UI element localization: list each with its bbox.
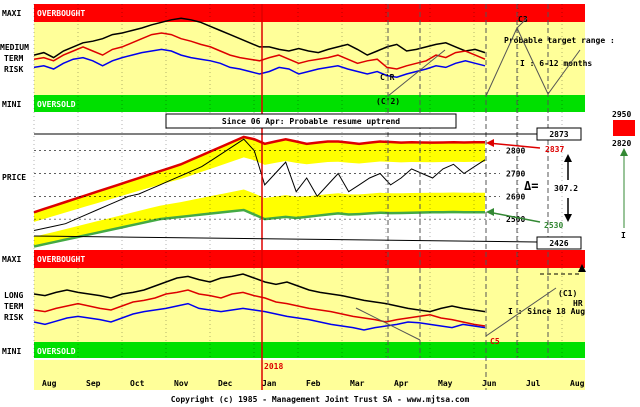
price-target-high: 2950 [612, 110, 631, 119]
month-label-6: Feb [306, 379, 321, 388]
long-maxi-label: MAXI [2, 255, 21, 264]
month-label-3: Nov [174, 379, 189, 388]
price-ytick-0: 2500 [506, 215, 525, 224]
price-green-level: 2530 [544, 221, 563, 230]
medium-oversold-label: OVERSOLD [37, 100, 76, 109]
price-delta-arrowhead-down [564, 214, 572, 222]
price-level-bottom-box [536, 236, 582, 250]
medium-series-group [33, 17, 486, 78]
price-lower-band-line [33, 208, 485, 248]
month-label-8: Apr [394, 379, 409, 388]
price-upper-band-line [33, 135, 485, 214]
month-label-0: Aug [42, 379, 57, 388]
price-target-arrowhead [620, 148, 628, 156]
medium-cycle-c2-top: C'R [380, 73, 395, 82]
month-label-9: May [438, 379, 453, 388]
month-axis: Aug Sep Oct Nov Dec Jan Feb Mar Apr May Jun Jul Aug [33, 4, 585, 388]
cycle-dashed-lines [387, 4, 549, 390]
price-delta-arrowhead-up [564, 154, 572, 162]
medium-mini-label: MINI [2, 100, 21, 109]
medium-label-line3: RISK [4, 65, 23, 74]
medium-blue-series [33, 48, 486, 78]
month-label-12: Aug [570, 379, 585, 388]
price-delta-symbol: Δ= [524, 179, 538, 193]
medium-label-line2: TERM [4, 54, 23, 63]
price-red-arrowhead [486, 139, 494, 147]
medium-target-title: Probable target range : [504, 36, 615, 45]
price-target-low: 2820 [612, 139, 631, 148]
month-label-5: Jan [262, 379, 277, 388]
long-label-line1: LONG [4, 291, 23, 300]
long-oversold-band [34, 342, 585, 358]
year-label: 2018 [264, 362, 283, 371]
month-label-7: Mar [350, 379, 365, 388]
price-note-box [165, 113, 457, 129]
long-label-line3: RISK [4, 313, 23, 322]
long-since-pointer [355, 307, 421, 341]
long-series-group [33, 273, 486, 331]
long-c1-pointer [485, 287, 557, 337]
medium-cycle-c2: (C'2) [376, 97, 400, 106]
price-target-box [613, 120, 635, 136]
copyright-text: Copyright (c) 1985 - Management Joint Tr… [171, 394, 470, 404]
price-ytick-3: 2800 [506, 147, 525, 156]
long-black-series [33, 273, 486, 313]
price-ytick-1: 2600 [506, 192, 525, 201]
medium-overbought-label: OVERBOUGHT [37, 9, 85, 18]
medium-label-line1: MEDIUM [0, 43, 29, 52]
medium-black-series [33, 17, 486, 59]
price-green-arrowhead [486, 208, 494, 216]
price-close-series [33, 138, 486, 231]
medium-maxi-label: MAXI [2, 9, 21, 18]
price-green-arrow [487, 211, 541, 223]
month-label-4: Dec [218, 379, 233, 388]
long-red-series [33, 289, 486, 327]
month-label-1: Sep [86, 379, 101, 388]
long-cycle-hr: HR [573, 299, 583, 308]
month-label-11: Jul [526, 379, 541, 388]
price-red-arrow [487, 142, 541, 149]
long-overbought-label: OVERBOUGHT [37, 255, 85, 264]
price-level-bottom-leader [33, 235, 538, 243]
price-level-bottom: 2426 [549, 239, 568, 248]
medium-oversold-band [34, 95, 585, 112]
month-label-2: Oct [130, 379, 145, 388]
medium-overbought-band [34, 4, 585, 22]
medium-red-series [33, 32, 486, 70]
long-blue-series [33, 302, 486, 331]
price-note-text: Since 06 Apr: Probable resume uptrend [222, 116, 400, 126]
price-ytick-2: 2700 [506, 169, 525, 178]
long-mini-label: MINI [2, 347, 21, 356]
price-series-group [33, 138, 486, 231]
long-overbought-band [34, 250, 585, 268]
long-label-line2: TERM [4, 302, 23, 311]
month-axis-background [34, 360, 585, 390]
price-red-level: 2837 [545, 145, 564, 154]
medium-target-path [485, 26, 581, 97]
long-cycle-c5: C5 [490, 337, 500, 346]
medium-cycle-c3: C3 [518, 15, 528, 24]
price-delta-value: 307.2 [554, 184, 578, 193]
long-cycle-c1: (C1) [558, 289, 577, 298]
long-c1-arrowhead [578, 264, 586, 272]
long-since-note: I : Since 18 Aug [508, 306, 585, 316]
month-label-10: Jun [482, 379, 497, 388]
medium-c2-pointer [387, 49, 446, 97]
price-label: PRICE [2, 173, 26, 182]
price-target-marker: I [621, 231, 626, 240]
medium-c3-pointer [516, 17, 528, 29]
long-oversold-label: OVERSOLD [37, 347, 76, 356]
price-level-top: 2873 [549, 130, 568, 139]
medium-target-range: I : 6-12 months [520, 59, 592, 68]
